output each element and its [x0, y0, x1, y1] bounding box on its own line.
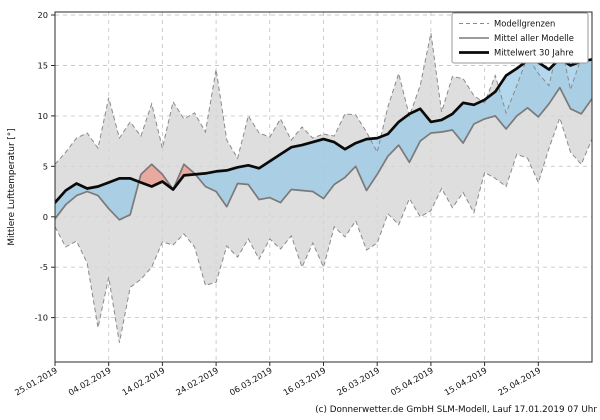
legend-label-model-bounds: Modellgrenzen [494, 19, 555, 29]
y-tick-label: -10 [34, 313, 48, 323]
y-tick-label: 15 [37, 61, 48, 71]
colder-than-normal-area [195, 58, 592, 207]
x-tick-label: 04.02.2019 [67, 365, 113, 397]
legend-box [451, 12, 589, 64]
x-tick-label: 25.04.2019 [496, 365, 542, 397]
copyright-caption: (c) Donnerwetter.de GmbH SLM-Modell, Lau… [315, 405, 597, 415]
model-upper-bound-line [55, 33, 592, 165]
warmer-than-normal-area [173, 164, 196, 190]
x-tick-label: 25.01.2019 [13, 365, 59, 397]
x-tick-label: 06.03.2019 [228, 365, 274, 397]
colder-than-normal-area [55, 178, 139, 220]
data-lines [55, 33, 592, 343]
x-tick-label: 05.04.2019 [389, 365, 435, 397]
climate-mean-line [55, 57, 592, 204]
x-tick-label: 16.03.2019 [281, 365, 327, 397]
legend: Modellgrenzen Mittel aller Modelle Mitte… [451, 12, 589, 64]
y-tick-label: 10 [37, 111, 48, 121]
y-tick-label: 0 [43, 212, 48, 222]
y-tick-label: -5 [40, 262, 48, 272]
y-axis-label: Mittlere Lufttemperatur [°] [7, 128, 17, 245]
legend-label-climate-mean: Mittelwert 30 Jahre [494, 48, 574, 58]
model-mean-line [55, 86, 592, 221]
x-tick-label: 26.03.2019 [335, 365, 381, 397]
legend-label-model-mean: Mittel aller Modelle [494, 33, 574, 43]
fill-areas [55, 33, 592, 343]
model-lower-bound-line [55, 116, 592, 343]
y-tick-label: 20 [37, 10, 48, 20]
x-tick-label: 15.04.2019 [442, 365, 488, 397]
warmer-than-normal-area [139, 164, 174, 190]
x-tick-label: 24.02.2019 [174, 365, 220, 397]
x-tick-label: 14.02.2019 [120, 365, 166, 397]
y-tick-label: 5 [43, 161, 48, 171]
